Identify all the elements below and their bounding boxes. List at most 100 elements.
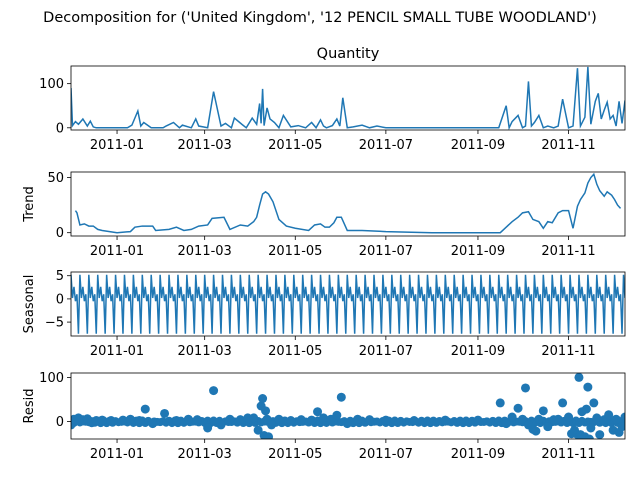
resid-point	[520, 383, 530, 393]
seasonal-y-axis-label: Seasonal	[22, 275, 37, 334]
quantity-title: Quantity	[317, 46, 380, 62]
resid-point	[611, 414, 621, 424]
resid-x-tick-label: 2011-07	[359, 447, 413, 462]
resid-x-tick-label: 2011-01	[90, 447, 144, 462]
resid-y-tick-label: 100	[39, 371, 64, 386]
resid-x-tick-label: 2011-09	[451, 447, 505, 462]
resid-point	[235, 415, 245, 425]
resid-point	[261, 406, 271, 416]
resid-point	[332, 410, 342, 420]
quantity-axes-frame	[70, 65, 626, 131]
resid-point	[381, 415, 391, 425]
resid-point	[604, 410, 614, 420]
resid-point	[160, 408, 170, 418]
seasonal-x-tick-label: 2011-03	[178, 344, 232, 359]
resid-point	[595, 430, 605, 439]
resid-x-tick-label: 2011-03	[178, 447, 232, 462]
resid-point	[125, 414, 135, 424]
figure-title: Decomposition for ('United Kingdom', '12…	[43, 10, 597, 26]
quantity-series-line	[71, 66, 625, 130]
seasonal-x-tick-label: 2011-07	[359, 344, 413, 359]
resid-point	[534, 414, 544, 424]
resid-point	[183, 414, 193, 424]
seasonal-x-tick-label: 2011-09	[451, 344, 505, 359]
seasonal-y-tick-label: −5	[45, 316, 64, 331]
resid-point	[507, 412, 517, 422]
trend-y-tick-label: 50	[47, 171, 64, 186]
trend-x-tick-label: 2011-11	[541, 244, 595, 259]
resid-point	[140, 404, 150, 414]
resid-point	[564, 412, 574, 422]
trend-x-tick-label: 2011-09	[451, 244, 505, 259]
resid-point	[617, 422, 625, 432]
resid-point	[258, 394, 268, 404]
seasonal-x-tick-label: 2011-01	[90, 344, 144, 359]
resid-point	[267, 420, 277, 430]
quantity-plot-area	[71, 66, 625, 130]
seasonal-axes-frame	[70, 271, 626, 337]
resid-point	[274, 414, 284, 424]
quantity-x-tick-label: 2011-03	[178, 138, 232, 153]
resid-x-tick-label: 2011-11	[541, 447, 595, 462]
resid-point	[620, 412, 625, 422]
quantity-x-tick-label: 2011-07	[359, 138, 413, 153]
trend-x-tick-label: 2011-01	[90, 244, 144, 259]
resid-point	[148, 419, 158, 429]
resid-point	[118, 415, 128, 425]
resid-point	[473, 415, 483, 425]
resid-point	[106, 416, 116, 426]
resid-point	[342, 419, 352, 429]
resid-point	[307, 415, 317, 425]
seasonal-y-tick-label: 0	[56, 292, 64, 307]
resid-point	[249, 413, 259, 423]
quantity-y-tick-label: 0	[56, 121, 64, 136]
resid-point	[592, 413, 602, 423]
quantity-y-tick-label: 100	[39, 77, 64, 92]
resid-point	[409, 416, 419, 426]
resid-point	[583, 382, 593, 392]
resid-point	[336, 392, 346, 402]
resid-point	[589, 398, 599, 408]
resid-point	[318, 413, 328, 423]
seasonal-x-tick-label: 2011-11	[541, 344, 595, 359]
resid-point	[518, 414, 528, 424]
resid-point	[531, 426, 541, 436]
resid-y-tick-label: 0	[56, 415, 64, 430]
resid-point	[264, 432, 274, 439]
resid-point	[543, 422, 553, 432]
quantity-x-tick-label: 2011-11	[541, 138, 595, 153]
seasonal-y-tick-label: 5	[56, 269, 64, 284]
quantity-x-tick-label: 2011-05	[268, 138, 322, 153]
resid-point	[296, 415, 306, 425]
resid-point	[538, 406, 548, 416]
resid-point	[574, 373, 584, 382]
trend-y-axis-label: Trend	[22, 186, 37, 223]
trend-plot-area	[74, 172, 622, 234]
resid-point	[134, 416, 144, 426]
trend-series-line	[74, 172, 622, 234]
trend-x-tick-label: 2011-05	[268, 244, 322, 259]
resid-point	[313, 407, 323, 417]
resid-point	[501, 419, 511, 429]
resid-point	[581, 404, 591, 414]
seasonal-plot-area	[71, 274, 625, 334]
resid-point	[365, 415, 375, 425]
resid-point	[584, 434, 594, 439]
resid-point	[171, 416, 181, 426]
resid-point	[495, 398, 505, 408]
resid-point	[192, 415, 202, 425]
resid-point	[209, 386, 219, 396]
resid-point	[553, 414, 563, 424]
resid-point	[440, 415, 450, 425]
resid-axes-frame	[70, 372, 626, 440]
resid-point	[97, 415, 107, 425]
resid-plot-area	[71, 373, 625, 439]
trend-axes-frame	[70, 171, 626, 237]
trend-x-tick-label: 2011-07	[359, 244, 413, 259]
trend-y-tick-label: 0	[56, 226, 64, 241]
resid-point	[586, 423, 596, 433]
resid-point	[225, 414, 235, 424]
resid-point	[353, 414, 363, 424]
resid-point	[513, 403, 523, 413]
